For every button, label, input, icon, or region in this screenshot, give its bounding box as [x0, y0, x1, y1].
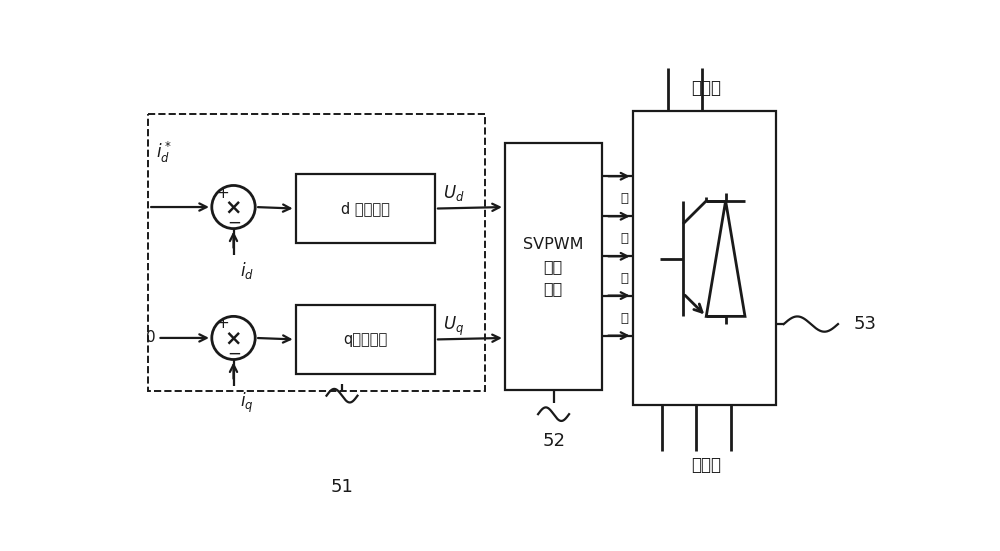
FancyBboxPatch shape — [296, 305, 435, 374]
Text: $i_d^*$: $i_d^*$ — [156, 139, 172, 165]
FancyBboxPatch shape — [633, 111, 776, 405]
Text: 驱: 驱 — [620, 192, 628, 205]
Text: 冲: 冲 — [620, 312, 628, 325]
Text: 动: 动 — [620, 232, 628, 245]
Text: 脉: 脉 — [620, 272, 628, 285]
Text: 53: 53 — [854, 315, 876, 333]
FancyBboxPatch shape — [296, 174, 435, 243]
Text: $U_d$: $U_d$ — [443, 183, 464, 203]
Text: 51: 51 — [331, 478, 353, 496]
Text: +: + — [216, 186, 229, 201]
Text: ×: × — [225, 328, 242, 348]
Text: 直流侧: 直流侧 — [691, 79, 721, 96]
Text: q轴电流环: q轴电流环 — [343, 332, 387, 347]
Text: $i_q$: $i_q$ — [240, 391, 253, 415]
FancyBboxPatch shape — [505, 143, 602, 390]
Text: $U_q$: $U_q$ — [443, 315, 464, 338]
Text: SVPWM
调制
模块: SVPWM 调制 模块 — [523, 236, 583, 296]
Text: +: + — [216, 316, 229, 331]
Text: 52: 52 — [542, 432, 565, 450]
Text: −: − — [228, 214, 242, 231]
Text: $i_d$: $i_d$ — [240, 260, 254, 281]
Text: 0: 0 — [146, 331, 156, 345]
Text: 交流侧: 交流侧 — [691, 456, 721, 474]
Text: −: − — [228, 344, 242, 363]
Text: ×: × — [225, 197, 242, 217]
Text: d 轴电流环: d 轴电流环 — [341, 201, 390, 216]
